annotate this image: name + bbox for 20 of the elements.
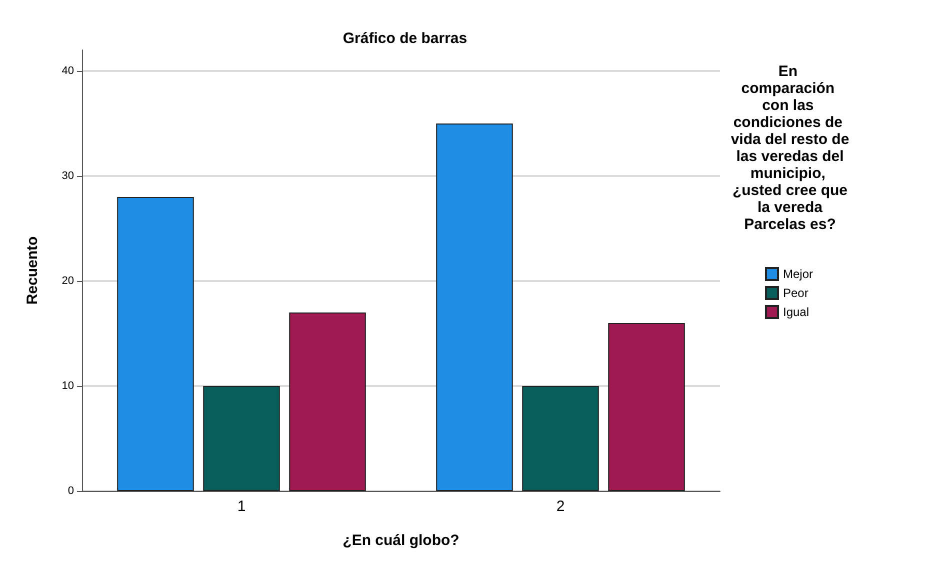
y-tick-label: 0 [68,485,74,497]
bar [436,124,513,491]
x-axis-title: ¿En cuál globo? [342,532,460,549]
y-tick-label: 40 [62,65,74,77]
y-tick-label: 20 [62,275,74,287]
bar [608,323,685,491]
bar [117,197,194,491]
y-tick-label: 10 [62,380,74,392]
y-tick-label: 30 [62,170,74,182]
text: En comparación con las condiciones de vida del resto de las veredas del municipio, ¿usted cree que la vereda Parcelas es? [730,63,850,233]
legend-label: Mejor [783,267,814,281]
bar [522,386,599,491]
y-axis-title: Recuento [24,236,41,305]
legend-label: Peor [783,286,808,300]
bar [203,386,280,491]
x-tick-label: 1 [237,498,246,515]
legend-label: Igual [783,305,810,319]
bar [289,312,366,491]
chart-title: Gráfico de barras [342,30,468,47]
x-tick-label: 2 [556,498,565,515]
